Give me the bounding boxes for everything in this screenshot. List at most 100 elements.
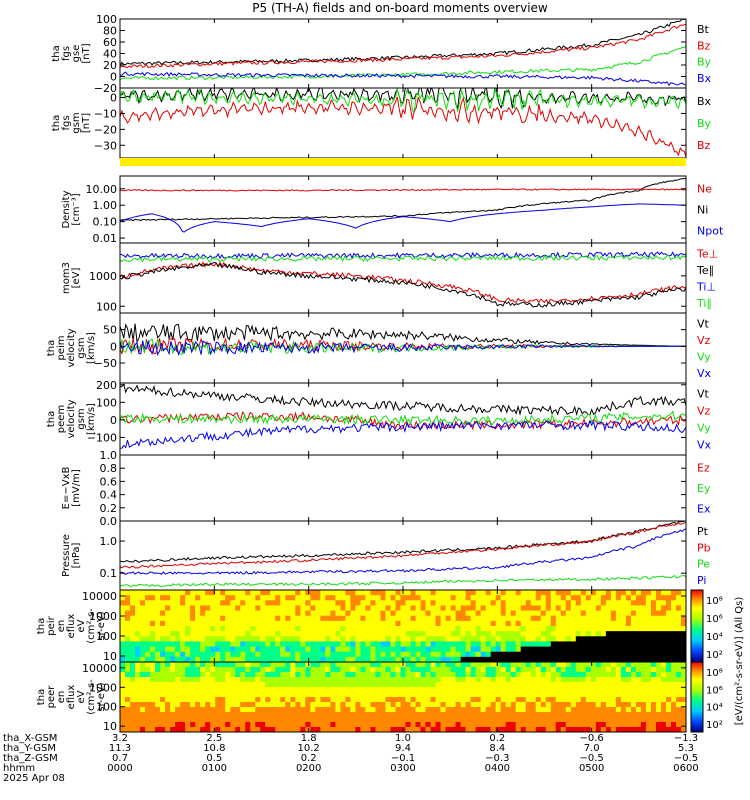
spectrogram-cell <box>640 641 647 647</box>
spectrogram-cell <box>490 722 497 728</box>
series-line-fgs-btot-Bz <box>120 23 686 69</box>
spectrogram-cell <box>235 656 241 662</box>
spectrogram-cell <box>365 667 371 673</box>
spectrogram-cell <box>345 722 351 728</box>
spectrogram-cell <box>560 717 567 723</box>
spectrogram-cell <box>230 682 236 688</box>
ylabel-line-pressure-1: [nPa] <box>71 542 82 568</box>
spectrogram-cell <box>340 702 346 708</box>
spectrogram-cell <box>450 727 456 732</box>
spectrogram-cell <box>670 682 677 688</box>
spectrogram-cell <box>555 692 562 698</box>
legend-pressure-Pe: Pe <box>697 558 710 571</box>
spectrogram-cell <box>640 707 647 713</box>
xaxis-row-label-0: tha_X-GSM <box>3 733 57 744</box>
spectrogram-cell <box>275 626 281 632</box>
spectrogram-cell <box>525 656 532 662</box>
spectrogram-cell <box>200 631 206 637</box>
spectrogram-cell <box>260 677 266 683</box>
spectrogram-cell <box>360 626 366 632</box>
spectrogram-cell <box>575 662 582 668</box>
spectrogram-cell <box>450 722 456 728</box>
spectrogram-cell <box>635 662 642 668</box>
spectrogram-cell <box>205 615 211 622</box>
spectrogram-cell <box>510 615 517 622</box>
spectrogram-cell <box>550 610 557 617</box>
spectrogram-cell <box>655 620 662 627</box>
spectrogram-cell <box>435 707 441 713</box>
spectrogram-cell <box>580 615 587 622</box>
spectrogram-cell <box>205 620 211 627</box>
spectrogram-cell <box>290 605 296 611</box>
spectrogram-cell <box>155 702 161 708</box>
spectrogram-cell <box>210 692 216 698</box>
spectrogram-cell <box>585 697 592 703</box>
spectrogram-cell <box>470 631 477 637</box>
spectrogram-cell <box>125 605 131 611</box>
spectrogram-cell <box>295 646 301 653</box>
spectrogram-cell <box>525 702 532 708</box>
spectrogram-cell <box>385 646 391 653</box>
spectrogram-cell <box>455 717 461 723</box>
spectrogram-cell <box>415 641 421 647</box>
spectrogram-cell <box>380 667 386 673</box>
spectrogram-cell <box>195 590 201 596</box>
spectrogram-cell <box>315 697 321 703</box>
spectrogram-cell <box>615 692 622 698</box>
ylabel-line-peer-spec-3: eflux <box>66 685 77 710</box>
spectrogram-cell <box>285 620 291 627</box>
spectrogram-cell <box>645 641 652 647</box>
spectrogram-cell <box>305 692 311 698</box>
spectrogram-cell <box>495 677 502 683</box>
spectrogram-cell <box>550 600 557 606</box>
spectrogram-cell <box>295 722 301 728</box>
spectrogram-cell <box>570 697 577 703</box>
spectrogram-cell <box>605 646 612 653</box>
spectrogram-cell <box>320 682 326 688</box>
spectrogram-cell <box>505 687 512 693</box>
spectrogram-cell <box>680 620 686 627</box>
spectrogram-cell <box>460 682 467 688</box>
spectrogram-cell <box>640 682 647 688</box>
spectrogram-cell <box>620 595 627 601</box>
spectrogram-cell <box>265 626 271 632</box>
spectrogram-cell <box>565 600 572 606</box>
spectrogram-cell <box>435 667 441 673</box>
spectrogram-cell <box>220 631 226 637</box>
spectrogram-cell <box>505 631 512 637</box>
spectrogram-cell <box>660 697 667 703</box>
spectrogram-cell <box>450 631 456 637</box>
spectrogram-cell <box>160 682 166 688</box>
xaxis-value-2-3: −0.1 <box>391 753 415 764</box>
spectrogram-cell <box>240 641 246 647</box>
spectrogram-cell <box>230 712 236 718</box>
spectrogram-cell <box>225 600 231 606</box>
spectrogram-cell <box>355 590 361 596</box>
spectrogram-cell <box>120 651 126 658</box>
spectrogram-cell <box>420 662 426 668</box>
spectrogram-cell <box>120 712 126 718</box>
spectrogram-cell <box>285 662 291 668</box>
spectrogram-cell <box>640 610 647 617</box>
spectrogram-cell <box>435 677 441 683</box>
spectrogram-cell <box>135 672 141 678</box>
spectrogram-cell <box>500 641 507 647</box>
spectrogram-cell <box>585 636 592 642</box>
spectrogram-cell <box>460 692 467 698</box>
spectrogram-cell <box>315 610 321 617</box>
spectrogram-cell <box>350 662 356 668</box>
spectrogram-cell <box>300 682 306 688</box>
spectrogram-cell <box>405 600 411 606</box>
spectrogram-cell <box>565 677 572 683</box>
legend-pressure-Pt: Pt <box>697 525 709 538</box>
spectrogram-cell <box>655 707 662 713</box>
spectrogram-cell <box>410 590 416 596</box>
spectrogram-cell <box>450 641 456 647</box>
spectrogram-cell <box>540 707 547 713</box>
spectrogram-cell <box>390 717 396 723</box>
spectrogram-cell <box>440 646 446 653</box>
spectrogram-cell <box>240 727 246 732</box>
spectrogram-cell <box>150 687 156 693</box>
spectrogram-cell <box>165 677 171 683</box>
spectrogram-cell <box>145 667 151 673</box>
